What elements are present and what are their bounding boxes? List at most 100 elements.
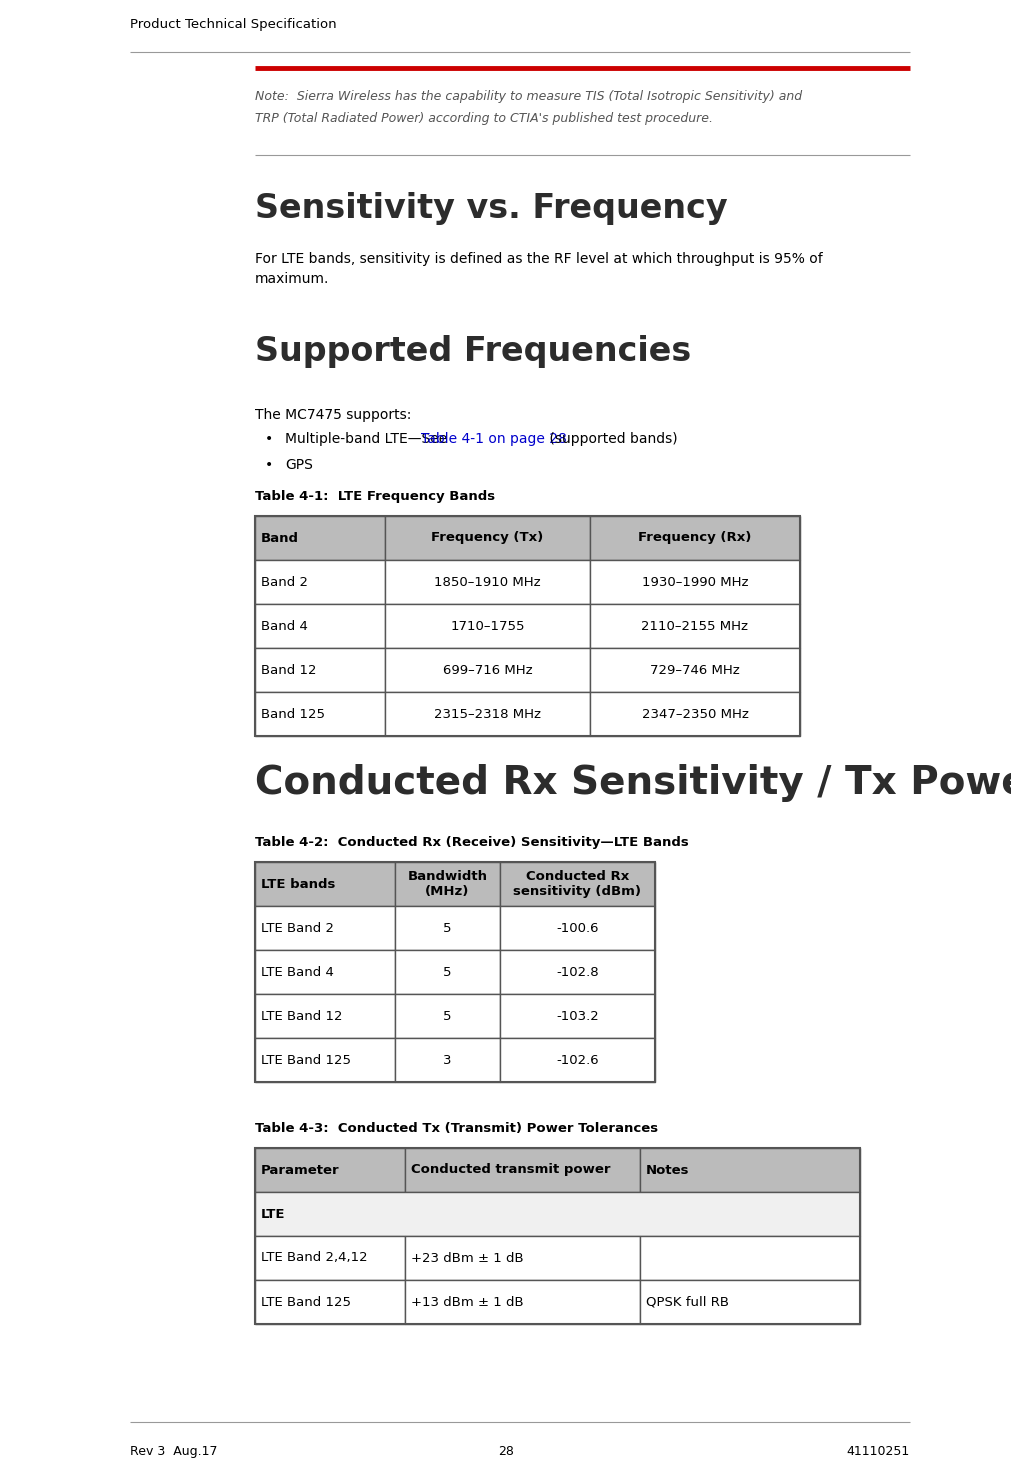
Text: LTE Band 12: LTE Band 12 [261,1010,342,1022]
Text: Parameter: Parameter [261,1164,340,1177]
Text: 2315–2318 MHz: 2315–2318 MHz [434,707,541,720]
Bar [255,950,394,994]
Bar [404,1148,639,1192]
Text: +13 dBm ± 1 dB: +13 dBm ± 1 dB [410,1296,523,1309]
Text: 699–716 MHz: 699–716 MHz [442,663,532,676]
Text: Table 4-1 on page 28: Table 4-1 on page 28 [421,432,567,447]
Bar [255,649,384,692]
Text: Conducted transmit power: Conducted transmit power [410,1164,610,1177]
Text: Multiple-band LTE—See: Multiple-band LTE—See [285,432,451,447]
Text: Conducted Rx Sensitivity / Tx Power: Conducted Rx Sensitivity / Tx Power [255,764,1011,802]
Text: Table 4-1:  LTE Frequency Bands: Table 4-1: LTE Frequency Bands [255,490,494,504]
Text: 1930–1990 MHz: 1930–1990 MHz [641,575,747,589]
Text: Band 125: Band 125 [261,707,325,720]
Bar [384,692,589,736]
Text: Sensitivity vs. Frequency: Sensitivity vs. Frequency [255,192,727,225]
Bar [384,605,589,649]
Bar [499,994,654,1038]
Text: •: • [265,458,273,471]
Bar [255,862,394,906]
Bar [255,1148,404,1192]
Bar [404,1236,639,1280]
Bar [589,561,800,605]
Text: 2110–2155 MHz: 2110–2155 MHz [641,619,748,632]
Bar [639,1280,859,1323]
Text: maximum.: maximum. [255,272,329,285]
Bar [255,1192,859,1236]
Text: +23 dBm ± 1 dB: +23 dBm ± 1 dB [410,1252,523,1265]
Bar [394,994,499,1038]
Bar [384,515,589,561]
Bar [255,1236,404,1280]
Text: Band 4: Band 4 [261,619,307,632]
Text: LTE Band 2: LTE Band 2 [261,921,334,934]
Text: Table 4-2:  Conducted Rx (Receive) Sensitivity—LTE Bands: Table 4-2: Conducted Rx (Receive) Sensit… [255,836,688,849]
Text: LTE Band 2,4,12: LTE Band 2,4,12 [261,1252,367,1265]
Text: GPS: GPS [285,458,312,471]
Bar [404,1280,639,1323]
Text: LTE Band 125: LTE Band 125 [261,1054,351,1066]
Bar [499,906,654,950]
Text: LTE bands: LTE bands [261,877,335,890]
Text: Notes: Notes [645,1164,688,1177]
Text: Bandwidth
(MHz): Bandwidth (MHz) [407,870,487,897]
Bar [639,1148,859,1192]
Bar [639,1236,859,1280]
Bar [589,692,800,736]
Text: 28: 28 [497,1445,514,1458]
Bar [499,950,654,994]
Text: The MC7475 supports:: The MC7475 supports: [255,408,410,422]
Text: Supported Frequencies: Supported Frequencies [255,335,691,367]
Text: TRP (Total Radiated Power) according to CTIA's published test procedure.: TRP (Total Radiated Power) according to … [255,113,713,124]
Bar [255,862,654,1082]
Bar [499,862,654,906]
Bar [394,906,499,950]
Text: Band 2: Band 2 [261,575,307,589]
Bar [255,605,384,649]
Bar [394,950,499,994]
Text: Frequency (Tx): Frequency (Tx) [431,531,543,545]
Text: •: • [265,432,273,447]
Text: 3: 3 [443,1054,451,1066]
Bar [255,994,394,1038]
Text: Conducted Rx
sensitivity (dBm): Conducted Rx sensitivity (dBm) [513,870,641,897]
Text: Table 4-3:  Conducted Tx (Transmit) Power Tolerances: Table 4-3: Conducted Tx (Transmit) Power… [255,1121,657,1135]
Text: -103.2: -103.2 [556,1010,599,1022]
Text: -102.8: -102.8 [556,965,599,978]
Bar [589,515,800,561]
Text: LTE Band 4: LTE Band 4 [261,965,334,978]
Bar [384,561,589,605]
Text: 2347–2350 MHz: 2347–2350 MHz [641,707,748,720]
Text: 5: 5 [443,921,451,934]
Text: (supported bands): (supported bands) [545,432,677,447]
Text: 729–746 MHz: 729–746 MHz [649,663,739,676]
Text: Band: Band [261,531,298,545]
Bar [589,649,800,692]
Bar [394,1038,499,1082]
Bar [255,906,394,950]
Text: 1850–1910 MHz: 1850–1910 MHz [434,575,540,589]
Text: 5: 5 [443,965,451,978]
Text: 41110251: 41110251 [846,1445,909,1458]
Text: QPSK full RB: QPSK full RB [645,1296,728,1309]
Bar [384,649,589,692]
Bar [255,1038,394,1082]
Text: Frequency (Rx): Frequency (Rx) [638,531,751,545]
Text: LTE Band 125: LTE Band 125 [261,1296,351,1309]
Bar [394,862,499,906]
Text: For LTE bands, sensitivity is defined as the RF level at which throughput is 95%: For LTE bands, sensitivity is defined as… [255,252,822,266]
Bar [255,1280,404,1323]
Bar [255,692,384,736]
Bar [255,561,384,605]
Text: -100.6: -100.6 [556,921,599,934]
Text: Note:  Sierra Wireless has the capability to measure TIS (Total Isotropic Sensit: Note: Sierra Wireless has the capability… [255,89,802,102]
Text: -102.6: -102.6 [556,1054,599,1066]
Bar [255,515,800,736]
Text: Band 12: Band 12 [261,663,316,676]
Text: 5: 5 [443,1010,451,1022]
Text: 1710–1755: 1710–1755 [450,619,525,632]
Bar [589,605,800,649]
Bar [255,515,384,561]
Text: LTE: LTE [261,1208,285,1221]
Bar [255,1148,859,1323]
